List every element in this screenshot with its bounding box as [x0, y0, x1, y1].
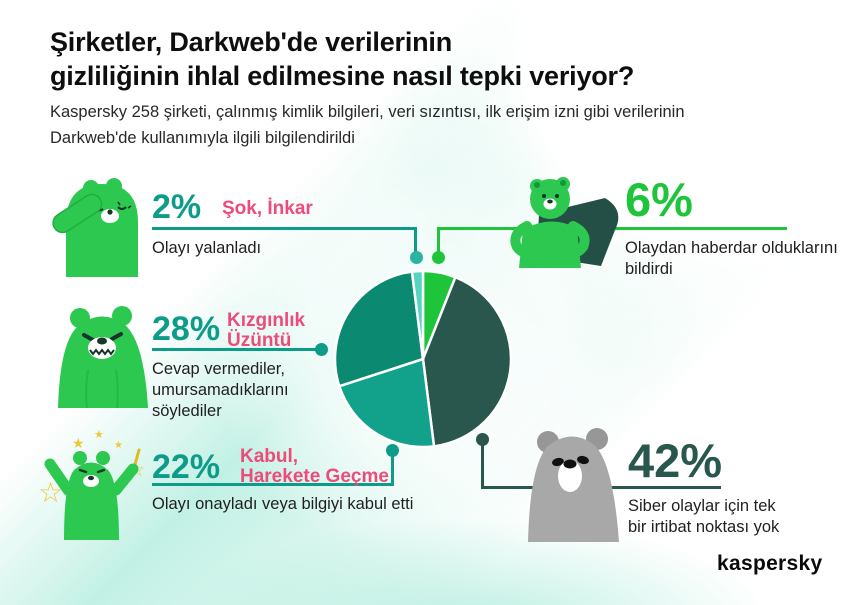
connector-anger-dot: [315, 343, 328, 356]
bear-waving-stars-icon: ☆ ★ ★ ★ ☆: [38, 428, 145, 540]
desc-shock: Olayı yalanladı: [152, 239, 262, 257]
connector-shock-dot: [410, 251, 423, 264]
bear-anger-illustration: [50, 298, 158, 409]
desc-anger: Cevap vermediler, umursamadıklarını söyl…: [152, 359, 289, 422]
page-title-line1: Şirketler, Darkweb'de verilerinin: [50, 27, 453, 57]
percent-nocontact: 42%: [628, 434, 723, 487]
connector-accept-line-rise: [391, 452, 394, 486]
bear-superhero-cape-icon: [510, 177, 619, 268]
page-subtitle-line1: Kaspersky 258 şirketi, çalınmış kimlik b…: [50, 103, 685, 121]
connector-shock-line-drop: [414, 227, 417, 253]
bear-gray-illustration: [520, 424, 628, 542]
percent-shock: 2%: [152, 188, 202, 226]
pie-slice-shock: [410, 269, 425, 361]
kaspersky-logo: kaspersky: [717, 552, 823, 575]
pie-chart: [328, 264, 518, 454]
page-subtitle-line2: Darkweb'de kullanımıyla ilgili bilgilend…: [50, 129, 355, 147]
pie-slice-nocontact: [421, 275, 513, 448]
desc-anger-line3: söylediler: [152, 402, 222, 420]
svg-text:★: ★: [114, 440, 123, 451]
percent-aware: 6%: [625, 173, 693, 226]
desc-aware-line2: bildirdi: [625, 260, 673, 278]
desc-accept: Olayı onayladı veya bilgiyi kabul etti: [152, 495, 414, 513]
bear-covering-eyes-icon: [52, 178, 138, 277]
percent-anger: 28%: [152, 310, 221, 348]
pie-slice-accept: [338, 357, 436, 449]
desc-aware: Olaydan haberdar olduklarını bildirdi: [625, 238, 838, 280]
pie-slice-anger: [333, 270, 425, 388]
connector-aware-dot: [432, 251, 445, 264]
bear-growling-icon: [58, 306, 148, 409]
connector-nocontact-dot: [476, 433, 489, 446]
svg-text:★: ★: [72, 436, 85, 452]
connector-accept-line: [152, 483, 394, 486]
desc-nocontact: Siber olaylar için tek bir irtibat nokta…: [628, 496, 779, 538]
desc-aware-line1: Olaydan haberdar olduklarını: [625, 239, 838, 257]
page-title-line2: gizliliğinin ihlal edilmesine nasıl tepk…: [50, 61, 635, 91]
tag-accept: Kabul, Harekete Geçme: [240, 447, 389, 487]
tag-shock: Şok, İnkar: [222, 198, 313, 219]
bear-gray-icon: [528, 428, 619, 542]
page-title: Şirketler, Darkweb'de verilerinin gizlil…: [50, 25, 770, 93]
tag-anger: Kızgınlık Üzüntü: [227, 311, 305, 351]
connector-anger-line: [152, 348, 316, 351]
tag-accept-line1: Kabul,: [240, 446, 299, 467]
desc-nocontact-line1: Siber olaylar için tek: [628, 497, 776, 515]
bear-hero-illustration: [503, 170, 625, 268]
bear-shock-illustration: [50, 172, 155, 277]
connector-shock-line: [152, 227, 416, 230]
percent-accept: 22%: [152, 448, 221, 486]
connector-accept-dot: [386, 444, 399, 457]
desc-nocontact-line2: bir irtibat noktası yok: [628, 518, 780, 536]
tag-accept-line2: Harekete Geçme: [240, 466, 389, 487]
connector-aware-line-drop: [437, 227, 440, 254]
svg-text:★: ★: [94, 428, 104, 441]
page-subtitle: Kaspersky 258 şirketi, çalınmış kimlik b…: [50, 99, 790, 151]
pie-chart-svg: [333, 269, 513, 449]
bear-celebrate-illustration: ☆ ★ ★ ★ ☆: [38, 420, 163, 540]
tag-anger-line2: Üzüntü: [227, 330, 292, 351]
connector-nocontact-line-drop: [481, 439, 484, 489]
desc-anger-line2: umursamadıklarını: [152, 381, 289, 399]
tag-anger-line1: Kızgınlık: [227, 310, 306, 331]
desc-anger-line1: Cevap vermediler,: [152, 360, 285, 378]
